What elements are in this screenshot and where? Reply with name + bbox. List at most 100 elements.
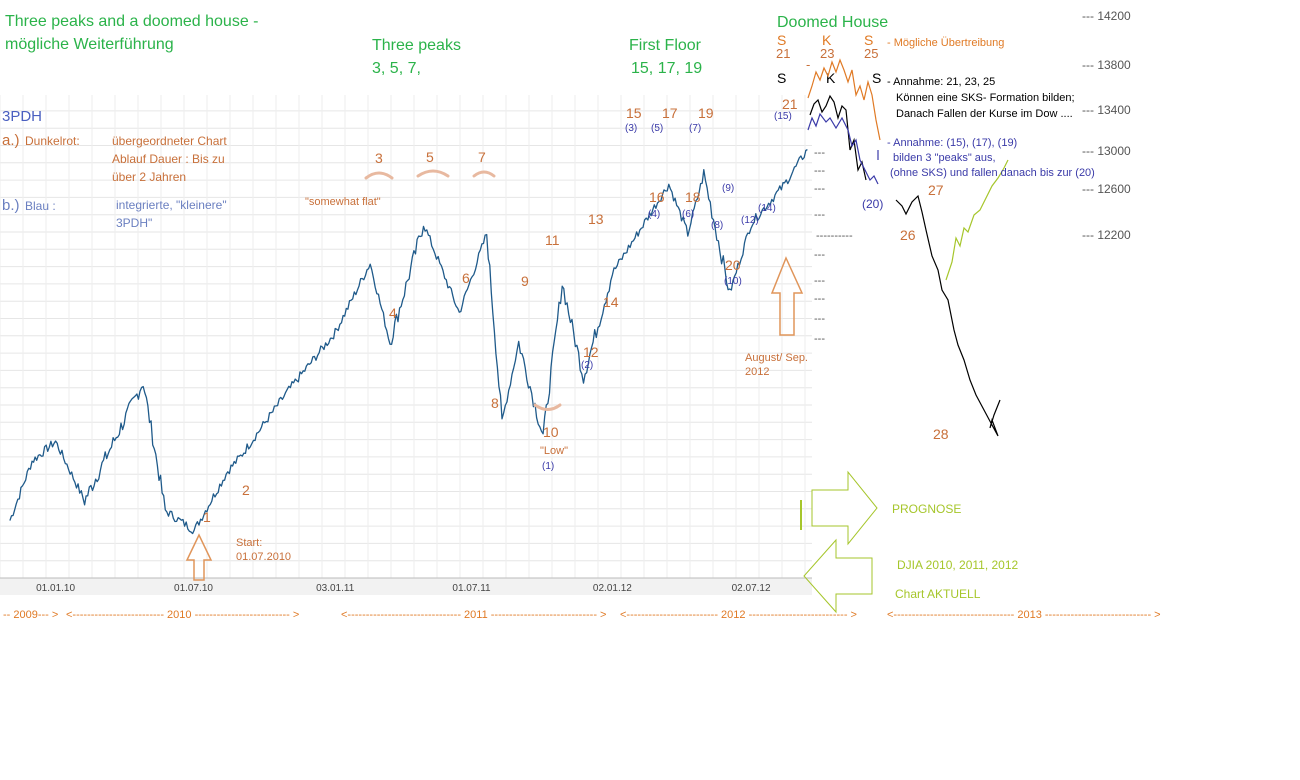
sub-label-9: (9) xyxy=(722,183,734,194)
y-tick-label: --- 12200 xyxy=(1082,228,1131,242)
projection-orange-sks xyxy=(807,58,881,141)
aug-sep-year: 2012 xyxy=(745,366,769,378)
heading-first-floor: First Floor xyxy=(629,37,702,54)
legend-b-desc-2: 3PDH" xyxy=(116,216,152,230)
note-somewhat-flat: "somewhat flat" xyxy=(305,196,381,208)
x-axis-band xyxy=(0,578,812,595)
y-tick-label: --- 14200 xyxy=(1082,9,1131,23)
x-tick-label: 01.01.10 xyxy=(36,583,75,594)
gap-dash: --- xyxy=(814,333,825,345)
arc-low-10 xyxy=(533,403,562,411)
wave-label-3: 3 xyxy=(375,150,383,166)
sks-black-s2: S xyxy=(872,70,881,86)
wave-label-27: 27 xyxy=(928,182,944,198)
gap-dash: --- xyxy=(814,249,825,261)
sub-label-3: (3) xyxy=(625,123,637,134)
sks-orange-s2: S xyxy=(864,32,873,48)
wave-label-28: 28 xyxy=(933,426,949,442)
x-tick-labels: 01.01.10 01.07.10 03.01.11 01.07.11 02.01.12… xyxy=(36,583,771,594)
sks-black-s1: S xyxy=(777,70,786,86)
chart-aktuell-label: Chart AKTUELL xyxy=(895,587,981,601)
aug-sep-label: August/ Sep. xyxy=(745,352,808,364)
gap-dash: --- xyxy=(814,275,825,287)
legend-a-prefix: a.) xyxy=(2,132,20,149)
heading-doomed-house: Doomed House xyxy=(777,14,888,31)
sub-label-15: (15) xyxy=(774,111,792,122)
chart-aktuell-arrow xyxy=(803,538,873,614)
sub-label-2: (2) xyxy=(581,360,593,371)
sub-label-7: (7) xyxy=(689,123,701,134)
y-tick-label: --- 12600 xyxy=(1082,182,1131,196)
wave-label-8: 8 xyxy=(491,395,499,411)
start-label: Start: xyxy=(236,537,262,549)
wave-label-14: 14 xyxy=(603,294,619,310)
heading-first-floor-nums: 15, 17, 19 xyxy=(631,60,702,77)
prognose-arrow xyxy=(811,470,878,546)
gap-dash: --- xyxy=(814,165,825,177)
prognose-label: PROGNOSE xyxy=(892,502,961,516)
x-tick-label: 01.07.11 xyxy=(452,583,491,594)
djia-label: DJIA 2010, 2011, 2012 xyxy=(897,558,1019,572)
note-annahme-2: - Annahme: (15), (17), (19) xyxy=(887,137,1017,149)
legend-tag: 3PDH xyxy=(2,108,42,125)
wave-label-1: 1 xyxy=(203,509,211,525)
plot-background xyxy=(0,95,812,580)
gap-dash: --- xyxy=(814,183,825,195)
year-bar: -- 2009--- > <------------------------- 2… xyxy=(3,609,1161,621)
wave-label-11: 11 xyxy=(545,232,560,248)
legend-b-prefix: b.) xyxy=(2,197,20,214)
wave-label-17: 17 xyxy=(662,105,678,121)
wave-label-20: 20 xyxy=(725,257,741,273)
gap-dash: --- xyxy=(814,293,825,305)
y-tick-label: --- 13000 xyxy=(1082,144,1131,158)
djia-series-line xyxy=(9,149,808,535)
wave-label-23: 23 xyxy=(820,46,834,61)
wave-label-5: 5 xyxy=(426,149,434,165)
legend-b-desc-1: integrierte, "kleinere" xyxy=(116,198,227,212)
note-low: "Low" xyxy=(540,445,568,457)
heading-three-peaks: Three peaks xyxy=(372,37,461,54)
projection-blue-sub xyxy=(807,112,879,185)
wave-label-12: 12 xyxy=(583,344,599,360)
sub-labels: (1) (2) (3) (4) (5) (6) (7) (8) (9) (10)… xyxy=(542,111,883,472)
sub-label-10: (10) xyxy=(724,276,742,287)
legend-a-label: Dunkelrot: xyxy=(25,134,80,148)
sub-label-14: (14) xyxy=(758,203,776,214)
wave-label-15: 15 xyxy=(626,105,642,121)
wave-label-6: 6 xyxy=(462,270,470,286)
sks-orange-s1: S xyxy=(777,32,786,48)
sks-black-k: K xyxy=(826,70,836,86)
note-annahme-1-line-3: Danach Fallen der Kurse im Dow .... xyxy=(896,108,1073,120)
wave-label-18: 18 xyxy=(685,189,701,205)
title-line-2: mögliche Weiterführung xyxy=(5,36,174,53)
x-tick-label: 02.07.12 xyxy=(732,583,771,594)
arc-peak-3 xyxy=(364,171,394,180)
x-tick-label: 02.01.12 xyxy=(593,583,632,594)
wave-label-21: 21 xyxy=(776,46,790,61)
year-bar-label: -- 2009--- > xyxy=(3,609,58,621)
legend-b-label: Blau : xyxy=(25,199,56,213)
x-tick-label: 01.07.10 xyxy=(174,583,213,594)
note-moegliche-uebertreibung: - Mögliche Übertreibung xyxy=(887,37,1004,49)
year-bar-label: <------------------------- 2010 --------… xyxy=(66,609,299,621)
gap-dash: --- xyxy=(814,209,825,221)
legend-a-desc-1: übergeordneter Chart xyxy=(112,134,227,148)
year-bar-label: <------------------------- 2012 --------… xyxy=(620,609,857,621)
sub-label-8: (8) xyxy=(711,220,723,231)
sks-dash: - xyxy=(806,57,810,72)
wave-label-16: 16 xyxy=(649,189,665,205)
heading-three-peaks-nums: 3, 5, 7, xyxy=(372,60,421,77)
sub-label-4: (4) xyxy=(648,209,660,220)
legend-a-desc-3: über 2 Jahren xyxy=(112,170,186,184)
note-annahme-2-line-2: bilden 3 "peaks" aus, xyxy=(893,152,996,164)
note-annahme-1: - Annahme: 21, 23, 25 xyxy=(887,76,995,88)
sub-label-6: (6) xyxy=(682,209,694,220)
wave-label-26: 26 xyxy=(900,227,916,243)
gap-dash-marks: ------------------------------------- xyxy=(814,147,853,345)
wave-label-25: 25 xyxy=(864,46,878,61)
legend-a-desc-2: Ablauf Dauer : Bis zu xyxy=(112,152,225,166)
arc-peak-7 xyxy=(472,170,496,178)
gap-dash: --- xyxy=(814,313,825,325)
wave-label-4: 4 xyxy=(389,305,397,321)
